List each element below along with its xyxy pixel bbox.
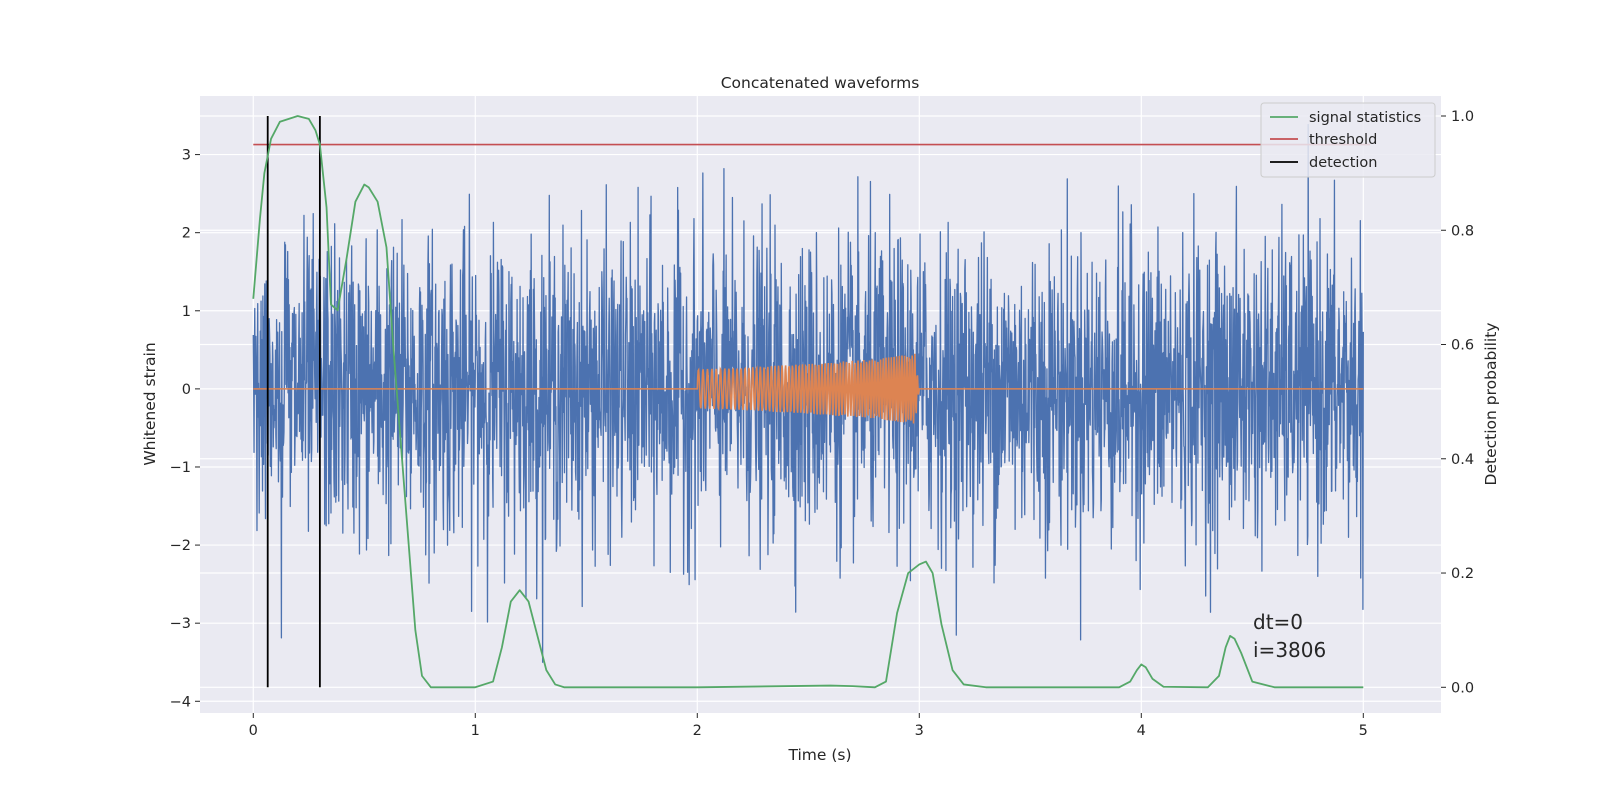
chart-title: Concatenated waveforms bbox=[721, 74, 920, 92]
y-tick-label-3: −1 bbox=[170, 460, 191, 476]
strain-series-line bbox=[252, 123, 1364, 663]
x-tick-label-5: 5 bbox=[1359, 723, 1368, 739]
y-right-tick-label-2: 0.4 bbox=[1451, 452, 1474, 468]
legend: signal statistics threshold detection bbox=[1260, 102, 1436, 178]
x-tick-label-2: 2 bbox=[693, 723, 702, 739]
y-tick-label-5: 1 bbox=[182, 304, 191, 320]
x-tick-label-0: 0 bbox=[249, 723, 258, 739]
y-right-tick-label-5: 1.0 bbox=[1451, 109, 1474, 125]
legend-label-detection: detection bbox=[1309, 155, 1377, 171]
legend-box bbox=[1260, 102, 1436, 178]
x-axis-label: Time (s) bbox=[787, 746, 851, 764]
annotation-index: i=3806 bbox=[1253, 638, 1326, 662]
y-tick-label-7: 3 bbox=[182, 148, 191, 164]
y-right-tick-label-3: 0.6 bbox=[1451, 338, 1474, 354]
y-tick-label-2: −2 bbox=[170, 538, 191, 554]
legend-label-threshold: threshold bbox=[1309, 132, 1377, 148]
x-tick-label-1: 1 bbox=[471, 723, 480, 739]
y-right-tick-label-1: 0.2 bbox=[1451, 566, 1474, 582]
tick-layer: 0 1 2 3 4 5 −4 −3 −2 −1 0 1 2 3 0.0 0.2 0.4 0.6 0.8 1.0 bbox=[170, 109, 1474, 739]
y-tick-label-6: 2 bbox=[182, 226, 191, 242]
y-tick-label-4: 0 bbox=[182, 382, 191, 398]
y-axis-label-left: Whitened strain bbox=[141, 342, 159, 465]
y-tick-label-1: −3 bbox=[170, 616, 191, 632]
annotation-dt: dt=0 bbox=[1253, 610, 1303, 634]
y-right-tick-label-0: 0.0 bbox=[1451, 680, 1474, 696]
y-tick-label-0: −4 bbox=[170, 694, 191, 710]
x-tick-label-4: 4 bbox=[1137, 723, 1146, 739]
y-axis-label-right: Detection probability bbox=[1482, 323, 1500, 486]
legend-label-signal-statistics: signal statistics bbox=[1309, 110, 1421, 126]
data-layer bbox=[252, 115, 1370, 689]
annotation: dt=0 i=3806 bbox=[1253, 610, 1326, 662]
y-right-tick-label-4: 0.8 bbox=[1451, 223, 1474, 239]
x-tick-label-3: 3 bbox=[915, 723, 924, 739]
injection-series-line bbox=[253, 353, 1364, 424]
signal-statistics-line bbox=[252, 115, 1364, 689]
